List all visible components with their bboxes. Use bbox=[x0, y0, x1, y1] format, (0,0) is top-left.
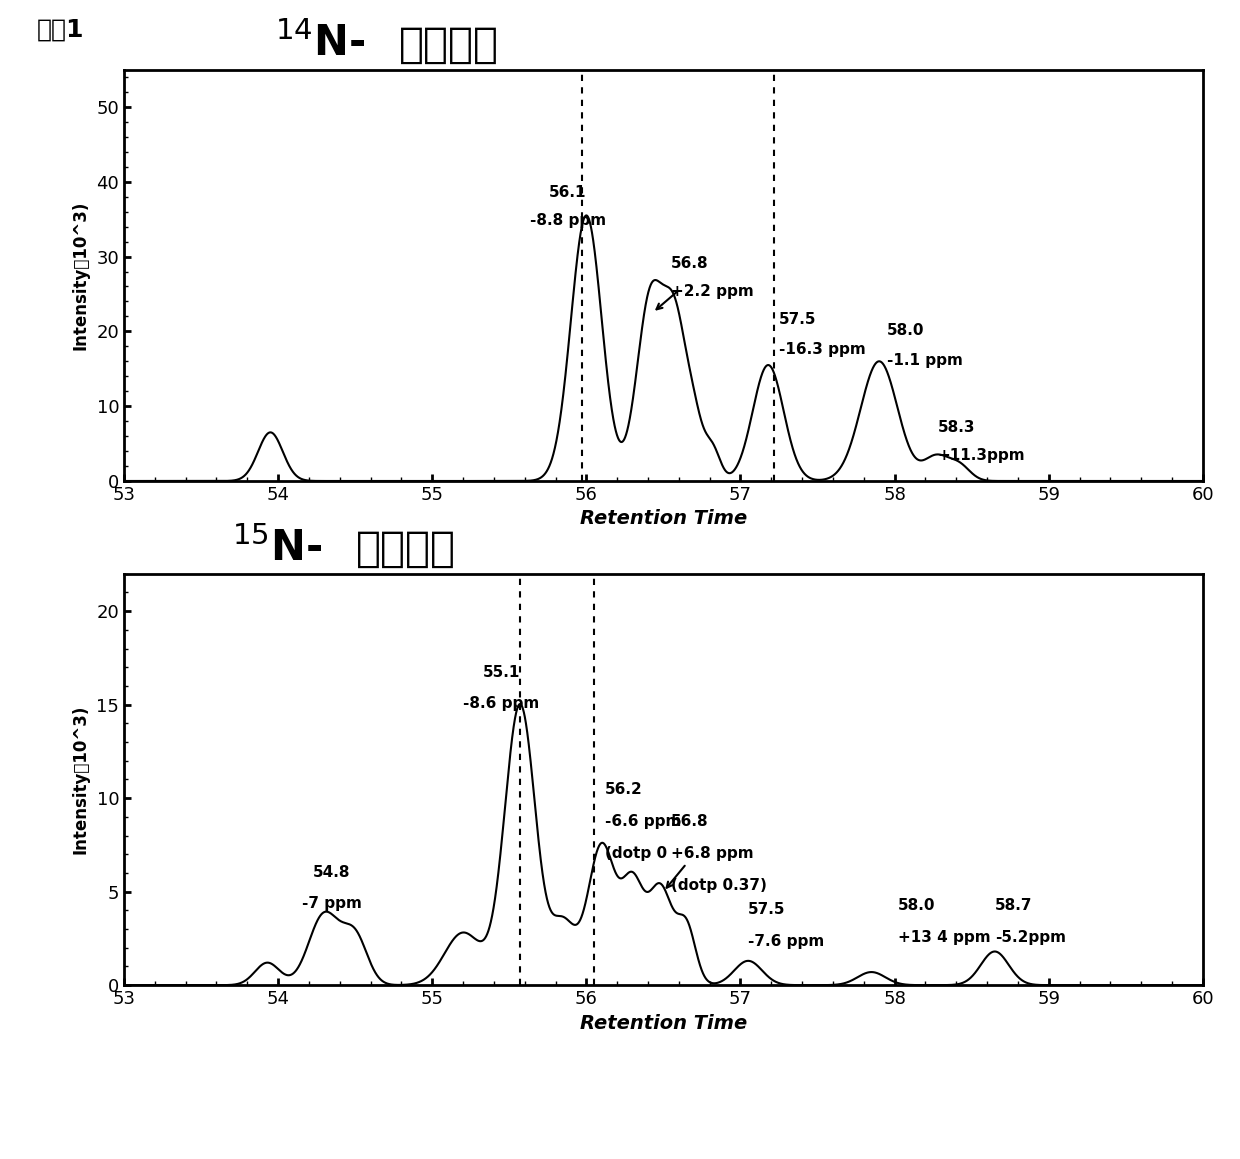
Text: 58.0: 58.0 bbox=[898, 898, 935, 913]
Y-axis label: Intensity（10^3): Intensity（10^3) bbox=[72, 705, 89, 854]
Text: 56.8: 56.8 bbox=[671, 256, 709, 271]
Text: 56.2: 56.2 bbox=[605, 782, 642, 797]
Text: $^{14}$N-: $^{14}$N- bbox=[275, 23, 366, 65]
Text: 56.8: 56.8 bbox=[671, 814, 709, 829]
Text: -1.1 ppm: -1.1 ppm bbox=[887, 353, 962, 369]
Text: +13 4 ppm: +13 4 ppm bbox=[898, 931, 991, 945]
Text: -16.3 ppm: -16.3 ppm bbox=[779, 342, 866, 357]
Text: +2.2 ppm: +2.2 ppm bbox=[671, 284, 754, 299]
Text: 55.1: 55.1 bbox=[482, 664, 521, 679]
Text: 57.5: 57.5 bbox=[748, 902, 786, 917]
Text: 样品1: 样品1 bbox=[37, 17, 84, 42]
Text: 56.1: 56.1 bbox=[549, 184, 587, 199]
Text: (dotp 0: (dotp 0 bbox=[605, 846, 667, 861]
Text: 54.8: 54.8 bbox=[314, 865, 351, 880]
Text: -8.6 ppm: -8.6 ppm bbox=[464, 697, 539, 712]
Text: 内参多肽: 内参多肽 bbox=[356, 527, 456, 569]
Text: +6.8 ppm: +6.8 ppm bbox=[671, 846, 754, 861]
Text: -6.6 ppm: -6.6 ppm bbox=[605, 814, 681, 829]
X-axis label: Retention Time: Retention Time bbox=[580, 510, 746, 529]
Text: 58.7: 58.7 bbox=[994, 898, 1032, 913]
X-axis label: Retention Time: Retention Time bbox=[580, 1014, 746, 1033]
Text: 监测多肽: 监测多肽 bbox=[399, 23, 498, 65]
Text: -7 ppm: -7 ppm bbox=[303, 896, 362, 911]
Text: (dotp 0.37): (dotp 0.37) bbox=[671, 877, 768, 892]
Text: -8.8 ppm: -8.8 ppm bbox=[529, 213, 606, 228]
Text: -5.2ppm: -5.2ppm bbox=[994, 931, 1065, 945]
Text: 58.3: 58.3 bbox=[937, 421, 975, 436]
Text: -7.6 ppm: -7.6 ppm bbox=[748, 934, 825, 949]
Y-axis label: Intensity（10^3): Intensity（10^3) bbox=[72, 201, 89, 350]
Text: 57.5: 57.5 bbox=[779, 312, 816, 327]
Text: +11.3ppm: +11.3ppm bbox=[937, 449, 1025, 464]
Text: 58.0: 58.0 bbox=[887, 323, 924, 338]
Text: $^{15}$N-: $^{15}$N- bbox=[232, 527, 322, 569]
